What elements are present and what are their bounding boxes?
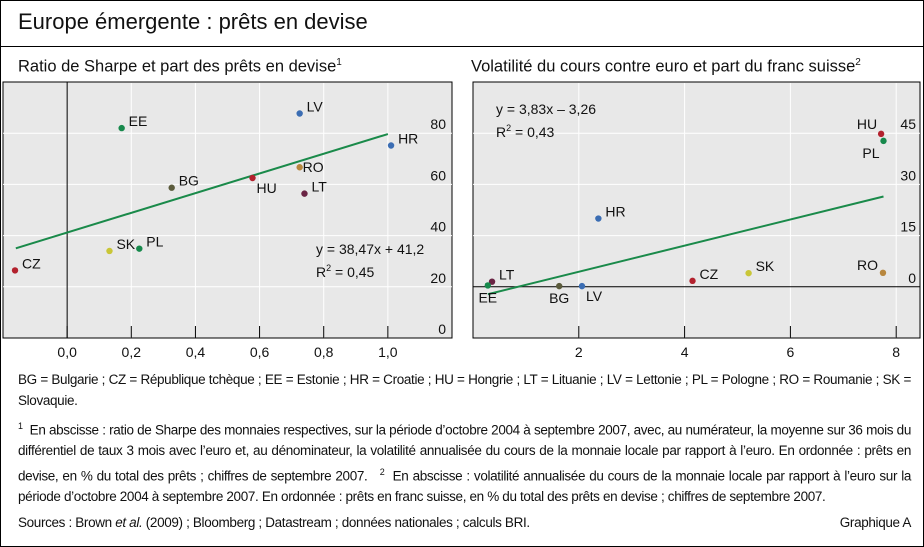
left-point-label-hu: HU <box>257 180 277 196</box>
right-x-tick-label: 4 <box>681 344 689 360</box>
right-point-sk <box>745 269 752 277</box>
r2-exponent: 2 <box>506 123 511 133</box>
right-r-squared: R2 = 0,43 <box>496 123 555 140</box>
left-x-tick-label: 0,8 <box>314 344 334 360</box>
note2-text: En abscisse : volatilité annualisée du c… <box>18 468 912 504</box>
figure-title-bar: Europe émergente : prêts en devise <box>0 0 924 47</box>
left-x-tick-label: 1,0 <box>378 344 398 360</box>
left-chart-title-text: Ratio de Sharpe et part des prêts en dev… <box>18 57 337 76</box>
sources-italic: et al. <box>115 515 143 530</box>
left-x-tick-label: 0,0 <box>57 344 77 360</box>
right-y-tick-label: 15 <box>900 219 916 235</box>
right-point-label-lt: LT <box>499 267 515 283</box>
graph-id: Graphique A <box>839 515 912 530</box>
left-chart: 0,0 0,2 0,4 0,6 0,8 1,0 0 20 40 60 80 y = 38,47x + … <box>2 81 453 360</box>
right-point-label-pl: PL <box>862 145 879 161</box>
right-chart-title: Volatilité du cours contre euro et part … <box>471 57 861 77</box>
left-trend-line <box>15 133 389 250</box>
right-point-pl <box>880 137 887 145</box>
note1-mark: 1 <box>18 421 23 431</box>
r2-exponent: 2 <box>326 263 331 273</box>
right-y-tick-label: 45 <box>900 116 916 132</box>
right-point-label-hu: HU <box>857 116 877 132</box>
left-point-ro <box>296 164 303 171</box>
country-legend: BG = Bulgarie ; CZ = République tchèque … <box>18 372 911 408</box>
left-y-tick-label: 60 <box>430 167 446 183</box>
footer: BG = Bulgarie ; CZ = République tchèque … <box>18 370 911 534</box>
left-equation: y = 38,47x + 41,2 <box>316 241 424 257</box>
right-point-label-bg: BG <box>549 290 569 306</box>
left-y-tick-label: 40 <box>430 219 446 235</box>
left-point-label-hr: HR <box>398 130 418 146</box>
left-chart-title: Ratio de Sharpe et part des prêts en dev… <box>18 57 342 77</box>
left-point-label-ro: RO <box>303 159 324 175</box>
left-point-bg <box>168 184 175 191</box>
right-point-label-sk: SK <box>756 258 775 274</box>
right-trend-line <box>487 195 884 296</box>
right-chart-title-text: Volatilité du cours contre euro et part … <box>471 57 856 76</box>
left-point-label-cz: CZ <box>22 255 41 271</box>
r2-symbol: R <box>496 124 506 140</box>
left-point-sk <box>106 247 113 255</box>
right-point-lt <box>488 278 496 285</box>
left-x-tick-label: 0,2 <box>122 344 142 360</box>
left-point-label-ee: EE <box>129 113 148 129</box>
left-point-ee <box>118 124 125 132</box>
right-point-bg <box>556 282 563 290</box>
right-chart-title-note: 2 <box>855 57 861 68</box>
right-y-tick-label: 30 <box>900 167 916 183</box>
left-point-label-pl: PL <box>146 234 163 250</box>
r2-value: = 0,43 <box>511 124 554 140</box>
left-x-tick-label: 0,6 <box>250 344 270 360</box>
note1-text: En abscisse : ratio de Sharpe des monnai… <box>18 422 911 484</box>
left-point-lv <box>296 110 303 117</box>
right-point-label-ee: EE <box>478 289 497 305</box>
note2-mark: 2 <box>379 466 385 477</box>
left-point-pl <box>136 245 143 252</box>
right-point-ro <box>879 269 887 277</box>
r2-symbol: R <box>316 264 326 280</box>
left-point-label-lt: LT <box>311 179 327 195</box>
left-r-squared: R2 = 0,45 <box>316 263 375 280</box>
right-y-tick-label: 0 <box>908 270 916 286</box>
left-point-cz <box>11 267 19 274</box>
right-point-hr <box>595 215 602 222</box>
sources-line: Sources : Brown et al. (2009) ; Bloomber… <box>18 513 911 534</box>
right-x-tick-label: 2 <box>575 344 583 360</box>
sources-suffix: (2009) ; Bloomberg ; Datastream ; donnée… <box>142 515 530 530</box>
right-point-label-hr: HR <box>605 204 625 220</box>
right-point-cz <box>689 277 696 285</box>
right-point-hu <box>877 130 885 138</box>
right-equation: y = 3,83x – 3,26 <box>496 101 596 117</box>
right-point-label-ro: RO <box>857 257 878 273</box>
left-point-label-bg: BG <box>179 173 199 189</box>
left-point-lt <box>301 190 308 197</box>
left-point-label-sk: SK <box>116 236 135 252</box>
left-point-hu <box>249 174 256 182</box>
left-y-tick-label: 80 <box>430 116 446 132</box>
left-plot-area <box>2 81 453 339</box>
left-point-hr <box>387 142 395 149</box>
left-point-label-lv: LV <box>307 98 324 114</box>
right-point-lv <box>578 282 586 290</box>
right-plot-area <box>472 81 921 339</box>
left-x-tick-label: 0,4 <box>186 344 206 360</box>
left-y-tick-label: 0 <box>438 321 446 337</box>
left-y-tick-label: 20 <box>430 270 446 286</box>
left-chart-title-note: 1 <box>336 57 342 68</box>
right-point-ee <box>484 282 492 289</box>
right-x-tick-label: 8 <box>892 344 900 360</box>
r2-value: = 0,45 <box>331 264 374 280</box>
right-x-tick-label: 6 <box>786 344 794 360</box>
figure-title: Europe émergente : prêts en devise <box>18 9 368 34</box>
sources-prefix: Sources : Brown <box>18 515 116 530</box>
right-point-label-lv: LV <box>586 288 603 304</box>
footnotes: 1 En abscisse : ratio de Sharpe des monn… <box>18 416 911 507</box>
right-point-label-cz: CZ <box>700 266 719 282</box>
